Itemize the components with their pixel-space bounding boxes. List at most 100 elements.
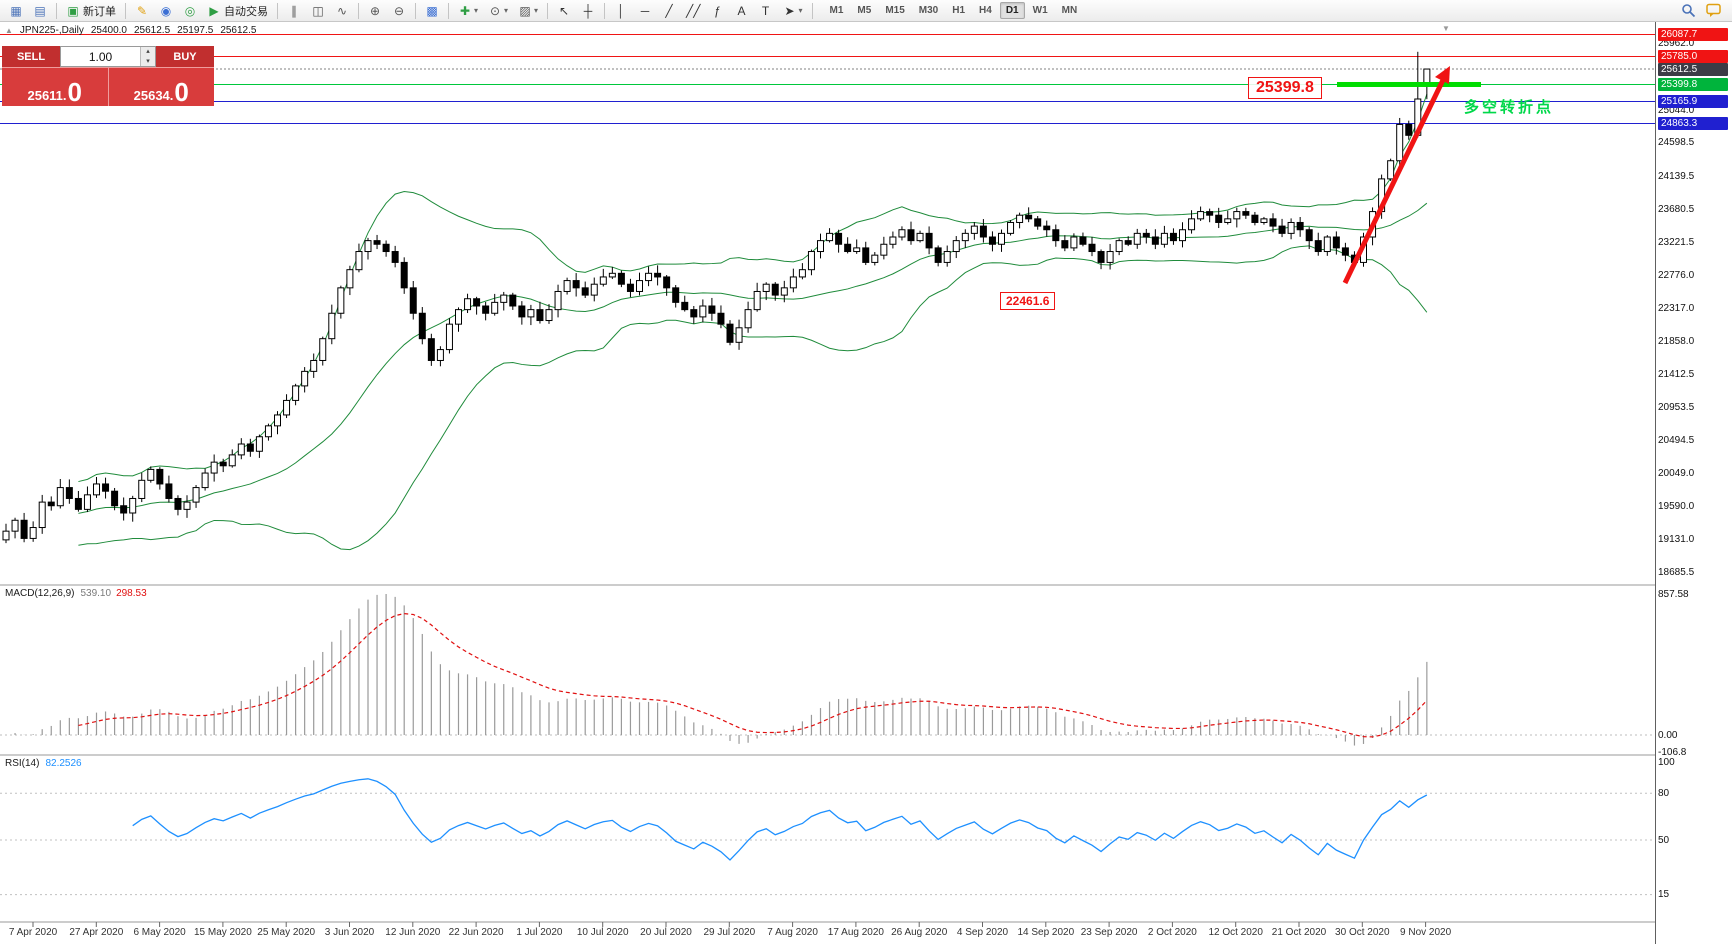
price-axis-label: 25962.0 <box>1658 38 1695 50</box>
buy-price-main: 25634. <box>133 88 174 103</box>
rsi-axis-label: 80 <box>1658 787 1670 799</box>
new-order-button[interactable]: ▣ 新订单 <box>62 1 120 21</box>
price-axis-label-boxed: 25785.0 <box>1658 50 1728 63</box>
trendline-icon: ╱ <box>665 3 673 18</box>
trendline-button[interactable]: ╱ <box>658 1 680 21</box>
time-axis-label: 9 Nov 2020 <box>1400 927 1452 938</box>
periods-button[interactable]: ⊙ ▾ <box>484 1 512 21</box>
text-button[interactable]: A <box>731 1 753 21</box>
candlestick-chart-button[interactable]: ◫ <box>307 1 329 21</box>
price-axis[interactable]: 25962.0 25044.0 24598.5 24139.5 23680.5 23221… <box>1656 22 1732 944</box>
time-axis-label: 15 May 2020 <box>193 927 252 938</box>
timeframe-toolbar: M1 M5 M15 M30 H1 H4 D1 W1 MN <box>823 2 1085 19</box>
zoom-out-icon: ⊖ <box>393 3 405 18</box>
bar-chart-icon: ∥ <box>291 3 297 18</box>
price-annotation-25399[interactable]: 25399.8 <box>1248 77 1322 99</box>
timeframe-button-m5[interactable]: M5 <box>857 5 872 16</box>
rsi-indicator-label: RSI(14) 82.2526 <box>5 758 82 769</box>
crosshair-icon: ┼ <box>583 3 593 18</box>
cursor-button[interactable]: ↖ <box>553 1 575 21</box>
timeframe-button-m15[interactable]: M15 <box>885 5 905 16</box>
horizontal-line-button[interactable]: ─ <box>634 1 656 21</box>
zoom-out-button[interactable]: ⊖ <box>388 1 410 21</box>
templates-button[interactable]: ▨ ▾ <box>514 1 542 21</box>
timeframe-button-mn[interactable]: MN <box>1061 5 1078 16</box>
volume-input[interactable] <box>61 47 140 66</box>
time-axis-label: 27 Apr 2020 <box>69 927 124 938</box>
buy-button[interactable]: BUY <box>156 46 214 67</box>
time-axis-label: 7 Aug 2020 <box>767 927 818 938</box>
time-axis-label: 14 Sep 2020 <box>1017 927 1075 938</box>
bar-chart-button[interactable]: ∥ <box>283 1 305 21</box>
ohlc-high: 25612.5 <box>134 25 171 36</box>
price-axis-label: 20494.5 <box>1658 435 1695 447</box>
channel-button[interactable]: ╱╱ <box>682 1 704 21</box>
toolbar-separator <box>277 2 278 19</box>
timeframe-button-m30[interactable]: M30 <box>918 5 939 16</box>
price-axis-label: 21858.0 <box>1658 336 1695 348</box>
rsi-axis-label: 15 <box>1658 889 1670 901</box>
search-button[interactable] <box>1681 3 1696 23</box>
vertical-line-button[interactable]: │ <box>610 1 632 21</box>
autotrading-button[interactable]: ▶ 自动交易 <box>203 1 272 21</box>
volume-input-group: ▴ ▾ <box>60 46 156 67</box>
timeframe-button-d1[interactable]: D1 <box>999 2 1025 19</box>
label-button[interactable]: T <box>755 1 777 21</box>
sell-price-big-digit: 0 <box>67 77 82 107</box>
symbol-name: JPN225-,Daily <box>19 25 84 36</box>
metaeditor-button[interactable]: ✎ <box>131 1 153 21</box>
timeframe-button-w1[interactable]: W1 <box>1032 5 1048 16</box>
line-chart-icon: ∿ <box>336 3 348 18</box>
templates-icon: ▨ <box>519 3 531 18</box>
fibonacci-button[interactable]: ƒ <box>707 1 729 21</box>
price-axis-label: 23221.5 <box>1658 237 1695 249</box>
sell-price[interactable]: 25611. 0 <box>2 68 108 106</box>
turning-point-annotation[interactable]: 多空转折点 <box>1464 99 1555 116</box>
chart-shift-marker[interactable]: ▼ <box>1442 24 1450 33</box>
buy-price-big-digit: 0 <box>174 77 189 107</box>
price-axis-label-boxed: 24863.3 <box>1658 116 1728 130</box>
tile-windows-icon: ▩ <box>426 3 438 18</box>
zoom-in-icon: ⊕ <box>369 3 381 18</box>
time-axis-label: 12 Jun 2020 <box>385 927 441 938</box>
timeframe-button-h1[interactable]: H1 <box>952 5 966 16</box>
chat-button[interactable] <box>1706 3 1722 23</box>
one-click-toggle-icon[interactable]: ▲ <box>5 26 13 35</box>
label-icon: T <box>761 3 770 18</box>
market-watch-button[interactable]: ◎ <box>179 1 201 21</box>
arrows-button[interactable]: ➤ ▾ <box>779 1 807 21</box>
timeframe-button-h4[interactable]: H4 <box>979 5 992 16</box>
tile-windows-button[interactable]: ▩ <box>421 1 443 21</box>
new-chart-button[interactable]: ▦ <box>5 1 27 21</box>
price-axis-label: 18685.5 <box>1658 566 1695 578</box>
one-click-trading-panel: SELL ▴ ▾ BUY 25611.0 25634.0 <box>2 46 214 106</box>
macd-axis-label: -106.8 <box>1658 746 1687 758</box>
crosshair-button[interactable]: ┼ <box>577 1 599 21</box>
symbol-ohlc-line: ▲ JPN225-,Daily 25400.0 25612.5 25197.5 … <box>5 25 256 36</box>
toolbar-separator <box>125 2 126 19</box>
new-order-button-label: 新订单 <box>83 5 116 18</box>
time-axis-label: 6 May 2020 <box>133 927 186 938</box>
zoom-in-button[interactable]: ⊕ <box>364 1 386 21</box>
price-axis-label: 22317.0 <box>1658 302 1695 314</box>
time-axis[interactable]: 7 Apr 2020 27 Apr 2020 6 May 2020 15 May 20… <box>0 922 1655 944</box>
volume-decrease-button[interactable]: ▾ <box>146 57 150 65</box>
sell-button[interactable]: SELL <box>2 46 60 67</box>
toolbar-right-icons <box>1681 3 1722 23</box>
indicators-button[interactable]: ✚ ▾ <box>454 1 482 21</box>
price-axis-label: 20049.0 <box>1658 467 1695 479</box>
time-axis-label: 26 Aug 2020 <box>891 927 948 938</box>
volume-increase-button[interactable]: ▴ <box>146 48 150 55</box>
options-button[interactable]: ◉ <box>155 1 177 21</box>
price-annotation-22461[interactable]: 22461.6 <box>1000 292 1056 310</box>
rsi-axis-label: 50 <box>1658 834 1670 846</box>
toolbar-separator <box>547 2 549 19</box>
buy-price[interactable]: 25634. 0 <box>107 68 215 107</box>
dropdown-arrow-icon: ▾ <box>504 6 509 15</box>
price-axis-label: 20953.5 <box>1658 401 1695 413</box>
line-chart-button[interactable]: ∿ <box>331 1 353 21</box>
vertical-line-icon: │ <box>617 3 625 18</box>
timeframe-button-m1[interactable]: M1 <box>829 5 844 16</box>
profiles-button[interactable]: ▤ <box>29 1 51 21</box>
